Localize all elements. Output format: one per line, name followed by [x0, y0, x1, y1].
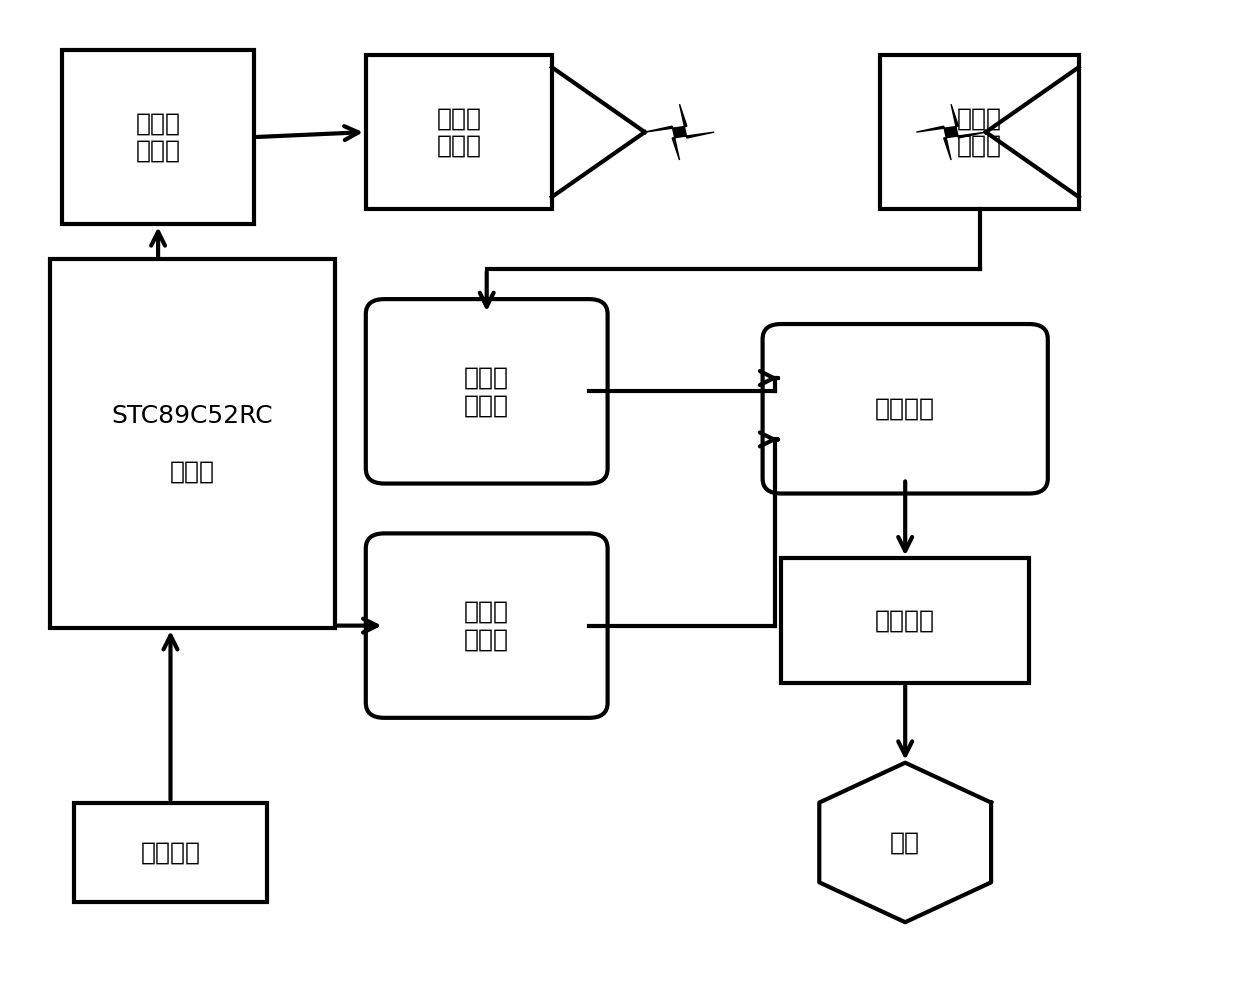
- Bar: [880, 55, 1079, 209]
- Text: 超声接
收电路: 超声接 收电路: [464, 366, 510, 417]
- Bar: [50, 259, 335, 628]
- Text: 本机差
频振荡: 本机差 频振荡: [464, 600, 510, 651]
- Text: 电源供电: 电源供电: [140, 840, 201, 864]
- FancyBboxPatch shape: [366, 533, 608, 718]
- Text: STC89C52RC

单片机: STC89C52RC 单片机: [112, 404, 273, 484]
- Bar: [366, 55, 552, 209]
- Text: 超声发
射电路: 超声发 射电路: [135, 112, 181, 163]
- Text: 超声接
收探头: 超声接 收探头: [957, 107, 1002, 158]
- FancyBboxPatch shape: [763, 324, 1048, 494]
- Text: 耳机: 耳机: [890, 831, 920, 854]
- Polygon shape: [916, 105, 986, 161]
- Bar: [781, 558, 1029, 683]
- Polygon shape: [645, 105, 714, 161]
- FancyBboxPatch shape: [366, 299, 608, 484]
- Text: 音频功放: 音频功放: [875, 608, 935, 633]
- Bar: [74, 803, 267, 902]
- Bar: [62, 50, 254, 224]
- Text: 混频识别: 混频识别: [875, 397, 935, 421]
- Text: 超声发
射探头: 超声发 射探头: [436, 107, 481, 158]
- Polygon shape: [820, 763, 991, 922]
